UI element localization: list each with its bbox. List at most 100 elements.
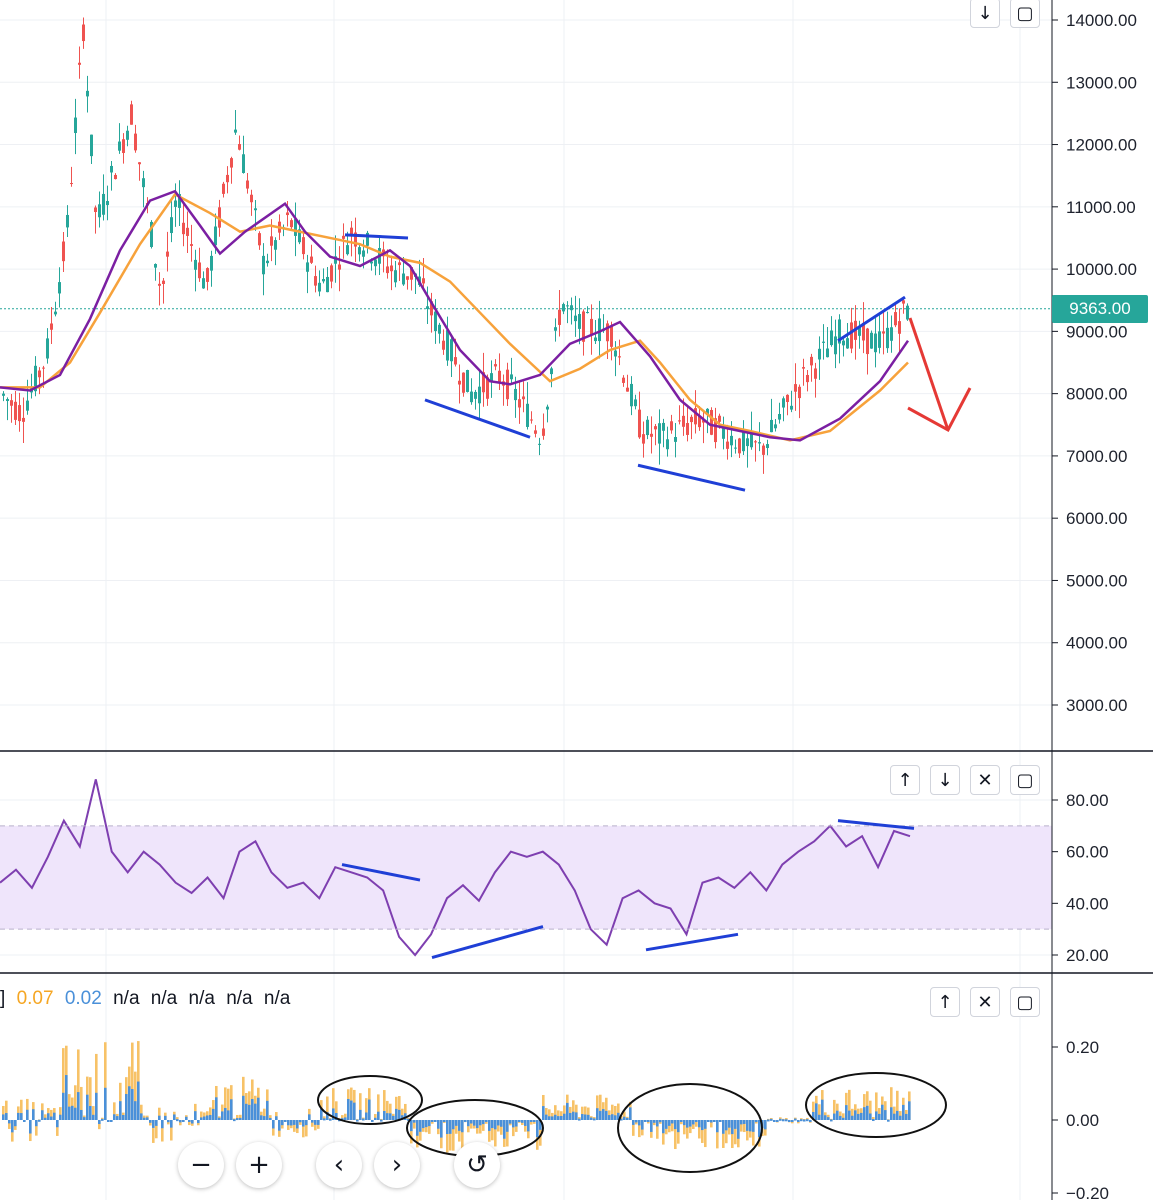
candle-body bbox=[714, 418, 717, 443]
volume-bar bbox=[239, 1114, 242, 1120]
candle-body bbox=[398, 262, 401, 266]
candle-body bbox=[214, 226, 217, 246]
zoom-out-button[interactable]: − bbox=[178, 1142, 224, 1188]
volume-bar bbox=[44, 1114, 47, 1120]
volume-bar-inner bbox=[788, 1120, 791, 1122]
volume-bar-inner bbox=[260, 1115, 263, 1120]
candle-body bbox=[486, 377, 489, 399]
volume-bar bbox=[620, 1115, 623, 1120]
volume-bar-inner bbox=[77, 1092, 80, 1120]
volume-bar-inner bbox=[881, 1104, 884, 1120]
current-price-label: 9363.00 bbox=[1052, 295, 1148, 323]
candle-body bbox=[242, 154, 245, 173]
volume-bar-inner bbox=[422, 1120, 425, 1129]
candle-body bbox=[130, 104, 133, 125]
price-tick-label: 6000.00 bbox=[1066, 509, 1127, 528]
candle-body bbox=[694, 408, 697, 425]
candle-body bbox=[826, 348, 829, 358]
volume-bar-inner bbox=[695, 1120, 698, 1123]
volume-bar-inner bbox=[722, 1120, 725, 1134]
volume-close-button[interactable]: ✕ bbox=[970, 987, 1000, 1017]
volume-bar-inner bbox=[122, 1115, 125, 1120]
volume-maximize-button[interactable]: ▢ bbox=[1010, 987, 1040, 1017]
maximize-pane-button[interactable]: ▢ bbox=[1010, 0, 1040, 28]
candle-body bbox=[478, 386, 481, 404]
volume-bar bbox=[428, 1120, 431, 1134]
volume-move-up-button[interactable]: ↑ bbox=[930, 987, 960, 1017]
volume-bar-inner bbox=[644, 1120, 647, 1122]
candle-body bbox=[234, 129, 237, 133]
candle-body bbox=[778, 413, 781, 420]
volume-bar-inner bbox=[833, 1113, 836, 1120]
candle-body bbox=[542, 428, 545, 436]
scroll-right-button[interactable]: › bbox=[374, 1142, 420, 1188]
volume-bar-inner bbox=[275, 1116, 278, 1120]
volume-bar-inner bbox=[224, 1107, 227, 1120]
legend-na: n/a bbox=[226, 988, 253, 1009]
candle-body bbox=[490, 373, 493, 382]
candle-body bbox=[698, 415, 701, 428]
candle-body bbox=[450, 339, 453, 362]
volume-bar-inner bbox=[830, 1119, 833, 1122]
maximize-icon: ▢ bbox=[1016, 769, 1034, 791]
volume-bar-inner bbox=[146, 1117, 149, 1120]
rsi-tick-label: 40.00 bbox=[1066, 894, 1109, 913]
volume-bar bbox=[170, 1120, 173, 1141]
zoom-in-button[interactable]: + bbox=[236, 1142, 282, 1188]
volume-bar bbox=[497, 1120, 500, 1132]
candle-body bbox=[186, 227, 189, 236]
volume-bar-inner bbox=[323, 1118, 326, 1121]
candle-body bbox=[710, 409, 713, 435]
candle-body bbox=[286, 212, 289, 216]
volume-bar-inner bbox=[176, 1119, 179, 1122]
volume-bar-inner bbox=[173, 1114, 176, 1120]
rsi-move-up-button[interactable]: ↑ bbox=[890, 765, 920, 795]
volume-bar-inner bbox=[842, 1117, 845, 1120]
rsi-move-down-button[interactable]: ↓ bbox=[930, 765, 960, 795]
candle-body bbox=[18, 405, 21, 422]
reset-chart-button[interactable]: ↺ bbox=[454, 1142, 500, 1188]
volume-bar-inner bbox=[128, 1086, 131, 1120]
volume-bar-inner bbox=[557, 1116, 560, 1120]
volume-bar-inner bbox=[398, 1109, 401, 1120]
move-down-button[interactable]: ↓ bbox=[970, 0, 1000, 28]
scroll-left-button[interactable]: ‹ bbox=[316, 1142, 362, 1188]
volume-bar-inner bbox=[587, 1114, 590, 1120]
candle-body bbox=[730, 435, 733, 446]
volume-bar-inner bbox=[500, 1120, 503, 1127]
volume-bar-inner bbox=[290, 1120, 293, 1126]
trendline bbox=[637, 463, 746, 492]
volume-bar-inner bbox=[53, 1112, 56, 1120]
volume-bar bbox=[389, 1103, 392, 1120]
volume-bar bbox=[839, 1111, 842, 1120]
candle-body bbox=[158, 283, 161, 286]
candle-body bbox=[90, 134, 93, 157]
volume-bar-inner bbox=[59, 1114, 62, 1120]
volume-bar-inner bbox=[572, 1111, 575, 1120]
volume-bar-inner bbox=[491, 1120, 494, 1129]
volume-bar-inner bbox=[515, 1120, 518, 1127]
volume-bar-inner bbox=[689, 1120, 692, 1127]
candle-body bbox=[522, 396, 525, 400]
volume-bar-inner bbox=[377, 1111, 380, 1120]
volume-bar bbox=[545, 1107, 548, 1120]
rsi-close-button[interactable]: ✕ bbox=[970, 765, 1000, 795]
volume-bar-inner bbox=[731, 1120, 734, 1135]
volume-bar bbox=[446, 1120, 449, 1153]
volume-bar bbox=[572, 1100, 575, 1120]
volume-bar-inner bbox=[164, 1115, 167, 1120]
volume-bar bbox=[866, 1091, 869, 1120]
pane-dividers bbox=[0, 750, 1153, 974]
volume-bar bbox=[236, 1114, 239, 1120]
volume-bar bbox=[269, 1115, 272, 1120]
volume-bar-inner bbox=[245, 1103, 248, 1120]
volume-bar bbox=[2, 1105, 5, 1120]
candle-body bbox=[178, 194, 181, 208]
candle-body bbox=[758, 442, 761, 444]
volume-bar-inner bbox=[71, 1105, 74, 1120]
volume-bar bbox=[482, 1120, 485, 1131]
volume-bar bbox=[377, 1094, 380, 1120]
candle-body bbox=[138, 162, 141, 165]
rsi-maximize-button[interactable]: ▢ bbox=[1010, 765, 1040, 795]
